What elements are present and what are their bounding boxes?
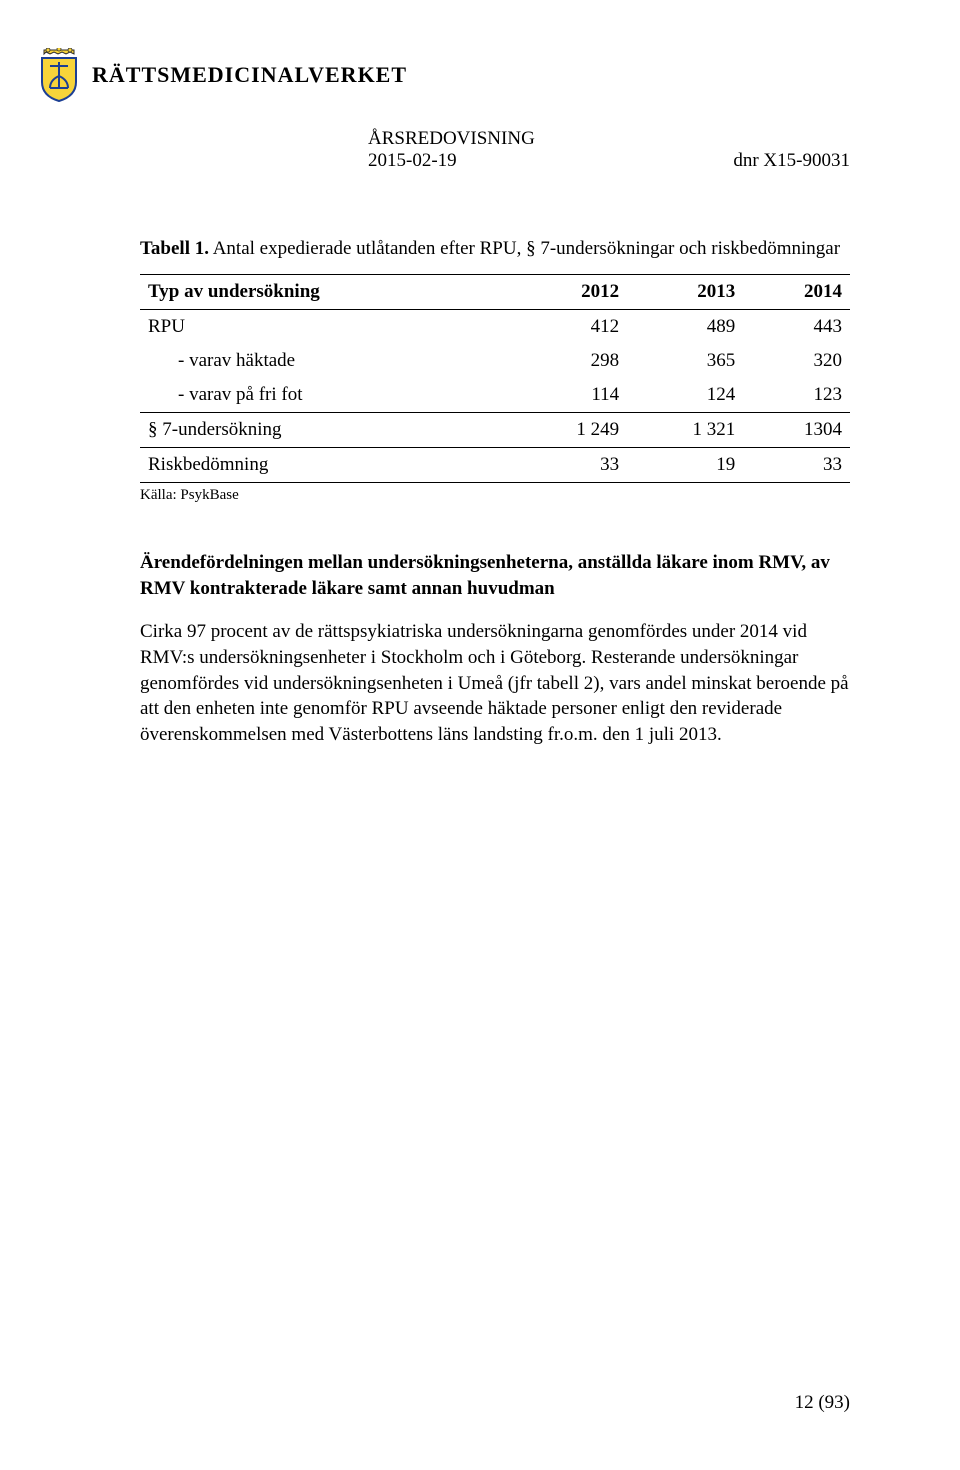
body-paragraph: Cirka 97 procent av de rättspsykiatriska… — [140, 619, 850, 747]
caption-text: Antal expedierade utlåtanden efter RPU, … — [209, 238, 840, 259]
logo-block: RÄTTSMEDICINALVERKET — [36, 48, 407, 102]
cell: 365 — [627, 344, 743, 378]
subheading: Ärendefördelningen mellan undersökningse… — [140, 550, 850, 601]
cell: 114 — [511, 378, 627, 413]
table-row: RPU412489443 — [140, 310, 850, 345]
org-name: RÄTTSMEDICINALVERKET — [92, 62, 407, 88]
page: RÄTTSMEDICINALVERKET ÅRSREDOVISNING 2015… — [0, 0, 960, 1470]
caption-label: Tabell 1. — [140, 238, 209, 259]
col-header: 2014 — [743, 275, 850, 310]
table-1: Typ av undersökning 2012 2013 2014 RPU41… — [140, 274, 850, 483]
cell: 33 — [743, 448, 850, 483]
row-label: Riskbedömning — [140, 448, 511, 483]
header-meta: ÅRSREDOVISNING 2015-02-19 dnr X15-90031 — [368, 128, 850, 172]
source-note: Källa: PsykBase — [140, 487, 850, 504]
cell: 124 — [627, 378, 743, 413]
cell: 1 249 — [511, 413, 627, 448]
page-number: 12 (93) — [795, 1392, 850, 1414]
row-label: § 7-undersökning — [140, 413, 511, 448]
doc-date: 2015-02-19 — [368, 150, 457, 172]
cell: 1 321 — [627, 413, 743, 448]
cell: 412 — [511, 310, 627, 345]
row-label: - varav häktade — [140, 344, 511, 378]
table-row: - varav på fri fot114124123 — [140, 378, 850, 413]
crest-icon — [36, 48, 82, 102]
table-caption: Tabell 1. Antal expedierade utlåtanden e… — [140, 238, 850, 260]
cell: 1304 — [743, 413, 850, 448]
col-header: 2013 — [627, 275, 743, 310]
cell: 123 — [743, 378, 850, 413]
table-header-row: Typ av undersökning 2012 2013 2014 — [140, 275, 850, 310]
cell: 443 — [743, 310, 850, 345]
col-header: Typ av undersökning — [140, 275, 511, 310]
cell: 298 — [511, 344, 627, 378]
cell: 33 — [511, 448, 627, 483]
doc-title: ÅRSREDOVISNING — [368, 128, 850, 150]
row-label: RPU — [140, 310, 511, 345]
row-label: - varav på fri fot — [140, 378, 511, 413]
cell: 19 — [627, 448, 743, 483]
col-header: 2012 — [511, 275, 627, 310]
table-row: § 7-undersökning1 2491 3211304 — [140, 413, 850, 448]
doc-dnr: dnr X15-90031 — [733, 150, 850, 172]
table-row: - varav häktade298365320 — [140, 344, 850, 378]
content: Tabell 1. Antal expedierade utlåtanden e… — [140, 238, 850, 747]
table-row: Riskbedömning331933 — [140, 448, 850, 483]
cell: 320 — [743, 344, 850, 378]
cell: 489 — [627, 310, 743, 345]
